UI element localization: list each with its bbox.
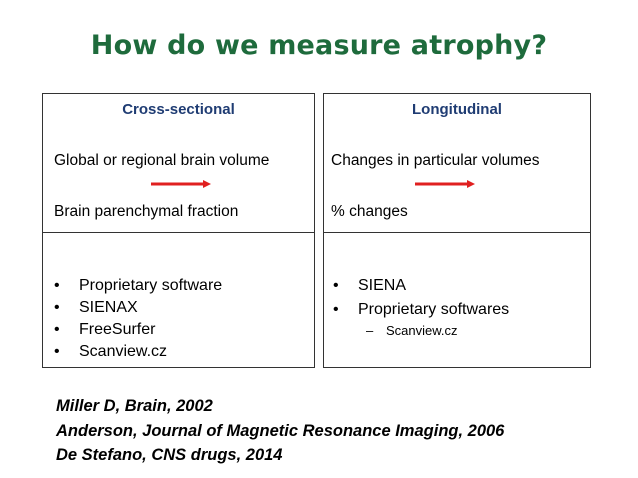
- cross-sectional-heading: Cross-sectional: [122, 101, 235, 118]
- bullet-glyph: •: [333, 301, 339, 318]
- cross-sectional-output-text: Brain parenchymal fraction: [54, 203, 239, 220]
- list-item-label: FreeSurfer: [79, 321, 156, 338]
- bullet-glyph: •: [54, 277, 60, 294]
- references-list: Miller D, Brain, 2002 Anderson, Journal …: [56, 394, 504, 468]
- list-item: • SIENA: [333, 274, 509, 298]
- cross-sectional-panel: Cross-sectional Global or regional brain…: [42, 93, 315, 368]
- longitudinal-panel: Longitudinal Changes in particular volum…: [323, 93, 591, 368]
- list-item: • Scanview.cz: [54, 341, 222, 363]
- reference-item: De Stefano, CNS drugs, 2014: [56, 446, 283, 464]
- list-item: • SIENAX: [54, 297, 222, 319]
- longitudinal-input-text: Changes in particular volumes: [331, 152, 540, 169]
- longitudinal-heading: Longitudinal: [412, 101, 502, 118]
- longitudinal-top-cell: Longitudinal Changes in particular volum…: [324, 94, 590, 233]
- longitudinal-tools-list: • SIENA • Proprietary softwares: [333, 274, 509, 322]
- list-item-label: SIENA: [358, 277, 407, 294]
- list-item-label: SIENAX: [79, 299, 138, 316]
- list-item: • FreeSurfer: [54, 319, 222, 341]
- slide-title: How do we measure atrophy?: [90, 30, 548, 61]
- dash-glyph: –: [366, 323, 374, 338]
- cross-sectional-tools-list: • Proprietary software • SIENAX • FreeSurfe…: [54, 275, 222, 363]
- list-item-label: Proprietary software: [79, 277, 223, 294]
- list-item: • Proprietary software: [54, 275, 222, 297]
- right-arrow-icon: [151, 180, 211, 188]
- list-item-label: Scanview.cz: [79, 343, 168, 360]
- bullet-glyph: •: [333, 277, 339, 294]
- bullet-glyph: •: [54, 343, 60, 360]
- list-item: • Proprietary softwares: [333, 298, 509, 322]
- bullet-glyph: •: [54, 299, 60, 316]
- cross-sectional-top-cell: Cross-sectional Global or regional brain…: [43, 94, 314, 233]
- reference-item: Anderson, Journal of Magnetic Resonance …: [56, 421, 505, 440]
- sub-list-item: – Scanview.cz: [366, 323, 458, 338]
- bullet-glyph: •: [54, 321, 60, 338]
- list-item-label: Proprietary softwares: [358, 301, 510, 318]
- longitudinal-output-text: % changes: [331, 203, 408, 220]
- right-arrow-icon: [415, 180, 475, 188]
- sub-list-item-label: Scanview.cz: [386, 323, 458, 338]
- cross-sectional-input-text: Global or regional brain volume: [54, 152, 270, 169]
- reference-item: Miller D, Brain, 2002: [56, 397, 213, 415]
